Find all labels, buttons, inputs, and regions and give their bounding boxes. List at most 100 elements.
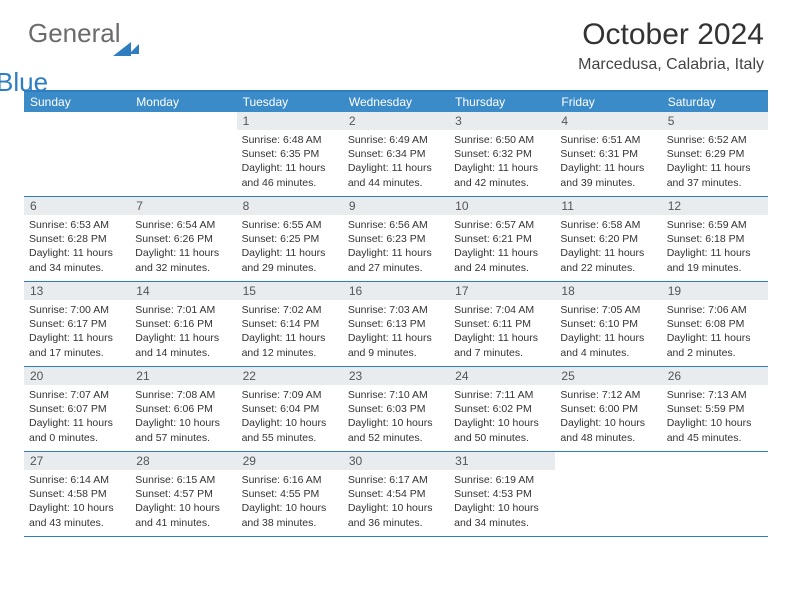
day-number: 1 [237, 112, 343, 130]
day-number: 8 [237, 197, 343, 215]
daylight-text: Daylight: 11 hours and 42 minutes. [454, 161, 550, 189]
page-title: October 2024 [578, 18, 764, 52]
cell-body: Sunrise: 6:19 AMSunset: 4:53 PMDaylight:… [449, 470, 555, 536]
day-number: 26 [662, 367, 768, 385]
calendar-cell: 18Sunrise: 7:05 AMSunset: 6:10 PMDayligh… [555, 282, 661, 366]
sunset-text: Sunset: 4:57 PM [135, 487, 231, 501]
sunset-text: Sunset: 5:59 PM [667, 402, 763, 416]
sunrise-text: Sunrise: 6:54 AM [135, 218, 231, 232]
daylight-text: Daylight: 11 hours and 9 minutes. [348, 331, 444, 359]
sunrise-text: Sunrise: 6:14 AM [29, 473, 125, 487]
cell-body: Sunrise: 6:59 AMSunset: 6:18 PMDaylight:… [662, 215, 768, 281]
calendar-cell: 3Sunrise: 6:50 AMSunset: 6:32 PMDaylight… [449, 112, 555, 196]
sunset-text: Sunset: 6:07 PM [29, 402, 125, 416]
day-header: Thursday [449, 92, 555, 112]
sunset-text: Sunset: 6:03 PM [348, 402, 444, 416]
cell-body: Sunrise: 6:57 AMSunset: 6:21 PMDaylight:… [449, 215, 555, 281]
sunrise-text: Sunrise: 6:51 AM [560, 133, 656, 147]
cell-body: Sunrise: 6:58 AMSunset: 6:20 PMDaylight:… [555, 215, 661, 281]
daylight-text: Daylight: 10 hours and 34 minutes. [454, 501, 550, 529]
cell-body: Sunrise: 7:04 AMSunset: 6:11 PMDaylight:… [449, 300, 555, 366]
cell-body: Sunrise: 7:01 AMSunset: 6:16 PMDaylight:… [130, 300, 236, 366]
calendar-cell: 23Sunrise: 7:10 AMSunset: 6:03 PMDayligh… [343, 367, 449, 451]
sunset-text: Sunset: 6:16 PM [135, 317, 231, 331]
week-row: 1Sunrise: 6:48 AMSunset: 6:35 PMDaylight… [24, 112, 768, 197]
day-number: 31 [449, 452, 555, 470]
calendar-cell: 8Sunrise: 6:55 AMSunset: 6:25 PMDaylight… [237, 197, 343, 281]
day-number: 20 [24, 367, 130, 385]
calendar-cell: 19Sunrise: 7:06 AMSunset: 6:08 PMDayligh… [662, 282, 768, 366]
calendar-cell: 26Sunrise: 7:13 AMSunset: 5:59 PMDayligh… [662, 367, 768, 451]
daylight-text: Daylight: 11 hours and 22 minutes. [560, 246, 656, 274]
day-number: 4 [555, 112, 661, 130]
calendar-cell [662, 452, 768, 536]
calendar-cell: 21Sunrise: 7:08 AMSunset: 6:06 PMDayligh… [130, 367, 236, 451]
title-block: October 2024 Marcedusa, Calabria, Italy [578, 18, 764, 74]
sunset-text: Sunset: 6:21 PM [454, 232, 550, 246]
calendar: SundayMondayTuesdayWednesdayThursdayFrid… [24, 90, 768, 537]
calendar-cell: 22Sunrise: 7:09 AMSunset: 6:04 PMDayligh… [237, 367, 343, 451]
sunset-text: Sunset: 4:54 PM [348, 487, 444, 501]
calendar-cell: 30Sunrise: 6:17 AMSunset: 4:54 PMDayligh… [343, 452, 449, 536]
sunrise-text: Sunrise: 6:53 AM [29, 218, 125, 232]
logo-text-general: General [28, 18, 121, 48]
logo-text-blue: Blue [0, 67, 117, 98]
sunset-text: Sunset: 6:25 PM [242, 232, 338, 246]
cell-body: Sunrise: 7:09 AMSunset: 6:04 PMDaylight:… [237, 385, 343, 451]
day-number [555, 452, 661, 456]
sunrise-text: Sunrise: 6:19 AM [454, 473, 550, 487]
logo-triangle-icon [113, 25, 131, 56]
cell-body: Sunrise: 7:12 AMSunset: 6:00 PMDaylight:… [555, 385, 661, 451]
daylight-text: Daylight: 11 hours and 2 minutes. [667, 331, 763, 359]
calendar-cell: 6Sunrise: 6:53 AMSunset: 6:28 PMDaylight… [24, 197, 130, 281]
sunrise-text: Sunrise: 6:15 AM [135, 473, 231, 487]
day-number: 16 [343, 282, 449, 300]
daylight-text: Daylight: 11 hours and 39 minutes. [560, 161, 656, 189]
cell-body: Sunrise: 6:52 AMSunset: 6:29 PMDaylight:… [662, 130, 768, 196]
cell-body: Sunrise: 7:07 AMSunset: 6:07 PMDaylight:… [24, 385, 130, 451]
day-number: 11 [555, 197, 661, 215]
cell-body: Sunrise: 7:10 AMSunset: 6:03 PMDaylight:… [343, 385, 449, 451]
cell-body: Sunrise: 7:08 AMSunset: 6:06 PMDaylight:… [130, 385, 236, 451]
sunrise-text: Sunrise: 7:00 AM [29, 303, 125, 317]
calendar-cell: 9Sunrise: 6:56 AMSunset: 6:23 PMDaylight… [343, 197, 449, 281]
cell-body: Sunrise: 6:49 AMSunset: 6:34 PMDaylight:… [343, 130, 449, 196]
calendar-cell [24, 112, 130, 196]
sunrise-text: Sunrise: 6:52 AM [667, 133, 763, 147]
cell-body: Sunrise: 6:51 AMSunset: 6:31 PMDaylight:… [555, 130, 661, 196]
sunset-text: Sunset: 4:55 PM [242, 487, 338, 501]
week-row: 6Sunrise: 6:53 AMSunset: 6:28 PMDaylight… [24, 197, 768, 282]
sunrise-text: Sunrise: 7:01 AM [135, 303, 231, 317]
day-number [24, 112, 130, 116]
calendar-cell: 24Sunrise: 7:11 AMSunset: 6:02 PMDayligh… [449, 367, 555, 451]
calendar-cell: 27Sunrise: 6:14 AMSunset: 4:58 PMDayligh… [24, 452, 130, 536]
day-number: 9 [343, 197, 449, 215]
week-row: 20Sunrise: 7:07 AMSunset: 6:07 PMDayligh… [24, 367, 768, 452]
sunset-text: Sunset: 6:23 PM [348, 232, 444, 246]
daylight-text: Daylight: 10 hours and 43 minutes. [29, 501, 125, 529]
cell-body: Sunrise: 6:14 AMSunset: 4:58 PMDaylight:… [24, 470, 130, 536]
sunrise-text: Sunrise: 6:56 AM [348, 218, 444, 232]
cell-body: Sunrise: 6:54 AMSunset: 6:26 PMDaylight:… [130, 215, 236, 281]
day-number: 6 [24, 197, 130, 215]
calendar-cell: 10Sunrise: 6:57 AMSunset: 6:21 PMDayligh… [449, 197, 555, 281]
calendar-cell: 15Sunrise: 7:02 AMSunset: 6:14 PMDayligh… [237, 282, 343, 366]
day-header: Saturday [662, 92, 768, 112]
daylight-text: Daylight: 11 hours and 34 minutes. [29, 246, 125, 274]
day-number [662, 452, 768, 456]
sunset-text: Sunset: 6:06 PM [135, 402, 231, 416]
daylight-text: Daylight: 10 hours and 52 minutes. [348, 416, 444, 444]
sunset-text: Sunset: 4:53 PM [454, 487, 550, 501]
sunset-text: Sunset: 6:20 PM [560, 232, 656, 246]
day-number [130, 112, 236, 116]
week-row: 13Sunrise: 7:00 AMSunset: 6:17 PMDayligh… [24, 282, 768, 367]
sunrise-text: Sunrise: 7:10 AM [348, 388, 444, 402]
sunrise-text: Sunrise: 6:49 AM [348, 133, 444, 147]
calendar-cell: 29Sunrise: 6:16 AMSunset: 4:55 PMDayligh… [237, 452, 343, 536]
day-header: Wednesday [343, 92, 449, 112]
day-number: 25 [555, 367, 661, 385]
day-number: 28 [130, 452, 236, 470]
calendar-cell: 28Sunrise: 6:15 AMSunset: 4:57 PMDayligh… [130, 452, 236, 536]
daylight-text: Daylight: 11 hours and 29 minutes. [242, 246, 338, 274]
cell-body: Sunrise: 7:03 AMSunset: 6:13 PMDaylight:… [343, 300, 449, 366]
